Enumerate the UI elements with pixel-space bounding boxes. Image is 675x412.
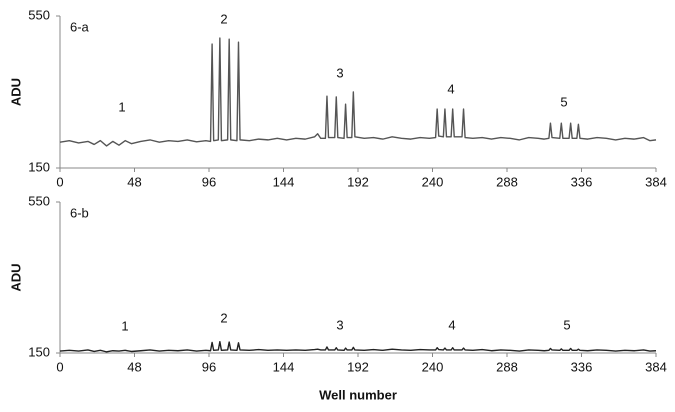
- y-tick-label: 550: [28, 7, 50, 22]
- x-tick-label: 288: [496, 359, 518, 374]
- x-tick-label: 336: [571, 174, 593, 189]
- data-line: [59, 340, 657, 353]
- x-tick-label: 48: [127, 174, 141, 189]
- x-tick-label: 144: [273, 359, 295, 374]
- x-tick-label: 0: [56, 174, 63, 189]
- panel-label: 6-b: [70, 205, 89, 220]
- x-tick-label: 384: [645, 359, 667, 374]
- x-tick-label: 288: [496, 174, 518, 189]
- peak-label: 4: [447, 81, 454, 96]
- x-tick-label: 96: [202, 359, 216, 374]
- y-axis-label: ADU: [8, 78, 23, 106]
- y-tick-label: 150: [28, 344, 50, 359]
- data-line: [59, 37, 657, 147]
- x-tick-label: 96: [202, 174, 216, 189]
- y-tick-label: 150: [28, 159, 50, 174]
- peak-label: 5: [563, 317, 570, 332]
- x-tick-label: 48: [127, 359, 141, 374]
- peak-label: 1: [121, 318, 128, 333]
- peak-label: 1: [118, 99, 125, 114]
- y-axis-label: ADU: [8, 263, 23, 291]
- peak-label: 4: [448, 317, 455, 332]
- x-tick-label: 144: [273, 174, 295, 189]
- peak-label: 2: [220, 11, 227, 26]
- x-tick-label: 240: [422, 359, 444, 374]
- peak-label: 3: [336, 317, 343, 332]
- peak-label: 2: [220, 310, 227, 325]
- x-tick-label: 384: [645, 174, 667, 189]
- x-axis-label: Well number: [319, 387, 397, 402]
- x-tick-label: 192: [347, 174, 369, 189]
- panel-label: 6-a: [70, 19, 90, 34]
- x-tick-label: 336: [571, 359, 593, 374]
- peak-label: 3: [336, 65, 343, 80]
- peak-label: 5: [560, 94, 567, 109]
- y-tick-label: 550: [28, 193, 50, 208]
- x-tick-label: 192: [347, 359, 369, 374]
- x-tick-label: 0: [56, 359, 63, 374]
- x-tick-label: 240: [422, 174, 444, 189]
